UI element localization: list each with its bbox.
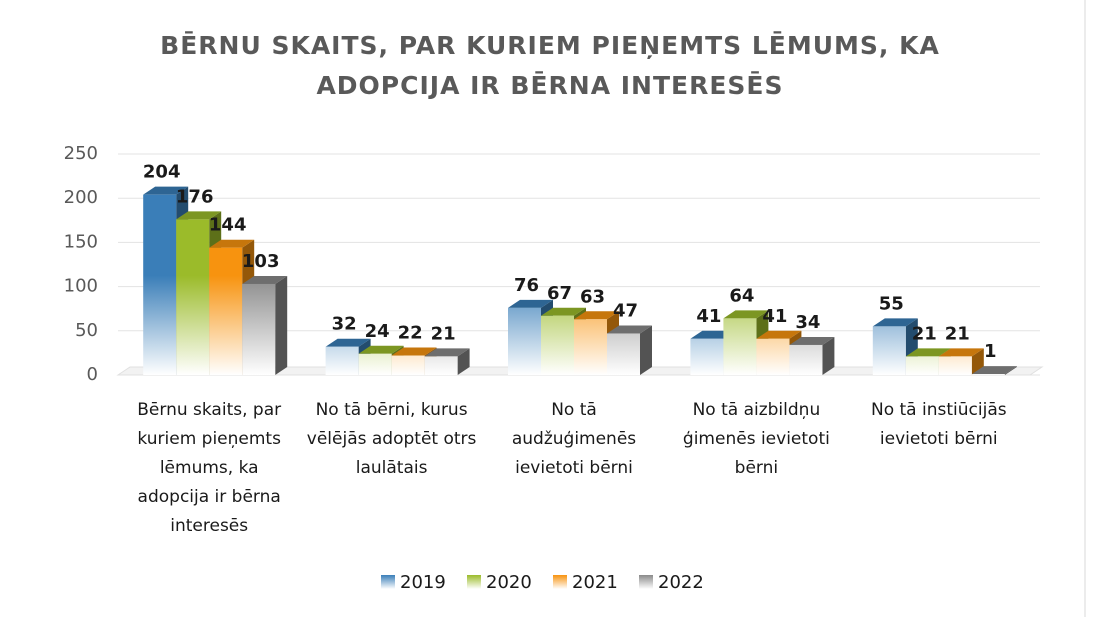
bar-top	[607, 325, 652, 334]
bar	[872, 326, 906, 375]
value-label: 63	[580, 286, 605, 307]
x-tick-label: No tā bērni, kurus vēlējās adoptēt otrs …	[306, 400, 477, 478]
value-label: 34	[795, 312, 820, 333]
bar-top	[508, 299, 553, 308]
bar-top	[872, 318, 918, 327]
bar-top	[541, 307, 586, 316]
bar-top	[574, 311, 619, 320]
bar-top	[756, 330, 802, 339]
bar	[391, 355, 425, 375]
legend-label: 2020	[486, 572, 532, 593]
bar	[723, 318, 757, 375]
value-label: 76	[514, 275, 539, 296]
bar	[143, 194, 177, 375]
bar	[574, 319, 607, 375]
bar	[789, 344, 823, 375]
value-label: 55	[879, 293, 904, 314]
bar	[756, 338, 790, 375]
bar-top	[391, 347, 437, 356]
bar	[358, 353, 392, 375]
bar-side	[275, 275, 288, 375]
value-label: 41	[762, 306, 787, 327]
bar-top	[723, 310, 769, 319]
x-tick-label: No tā instiūcijās ievietoti bērni	[871, 400, 1007, 449]
value-label: 41	[696, 306, 721, 327]
legend-label: 2021	[572, 572, 618, 593]
value-label: 22	[398, 323, 423, 344]
value-label: 24	[365, 321, 390, 342]
y-tick-label: 150	[64, 231, 98, 252]
legend-label: 2019	[400, 572, 446, 593]
bar-top	[143, 186, 189, 195]
y-tick-label: 200	[64, 187, 98, 208]
legend-label: 2022	[658, 572, 704, 593]
bar-top	[209, 239, 255, 248]
bar-top	[424, 348, 470, 357]
bar-top	[938, 348, 984, 357]
bar	[971, 374, 1005, 375]
y-tick-label: 100	[64, 276, 98, 297]
y-tick-label: 250	[64, 143, 98, 164]
bar	[690, 338, 724, 375]
bar-top	[905, 348, 951, 357]
bar-side	[822, 336, 835, 375]
bar-top	[242, 275, 288, 284]
bar	[209, 247, 243, 375]
legend-swatch	[553, 575, 567, 589]
bar-side	[457, 348, 470, 375]
legend-swatch	[381, 575, 395, 589]
bar	[607, 333, 640, 375]
value-label: 1	[984, 341, 997, 362]
value-label: 176	[176, 186, 214, 207]
bar-top	[789, 336, 835, 345]
bar	[424, 356, 458, 375]
bar-side	[640, 325, 652, 375]
bar	[508, 307, 541, 375]
y-tick-label: 0	[87, 364, 98, 385]
legend-swatch	[639, 575, 653, 589]
bar	[176, 219, 210, 375]
value-label: 32	[332, 314, 357, 335]
legend-swatch	[467, 575, 481, 589]
bar	[541, 315, 574, 375]
value-label: 21	[945, 323, 970, 344]
bar-side	[1004, 366, 1017, 375]
bar	[242, 283, 276, 375]
chart-title: BĒRNU SKAITS, PAR KURIEM PIEŅEMTS LĒMUMS…	[160, 31, 940, 100]
bar-top	[971, 366, 1017, 375]
value-label: 21	[431, 323, 456, 344]
value-label: 21	[912, 323, 937, 344]
bar	[325, 346, 359, 375]
x-tick-label: No tā audžuģimenēs ievietoti bērni	[511, 400, 637, 478]
x-tick-label: Bērnu skaits, par kuriem pieņemts lēmums…	[137, 400, 282, 536]
value-label: 144	[209, 215, 247, 236]
bar-top	[325, 338, 371, 347]
x-tick-label: No tā aizbildņu ģimenēs ievietoti bērni	[682, 400, 830, 478]
y-tick-label: 50	[75, 320, 98, 341]
bar-top	[358, 345, 404, 354]
bar	[938, 356, 972, 375]
value-label: 67	[547, 283, 572, 304]
value-label: 103	[242, 251, 280, 272]
bar	[905, 356, 939, 375]
value-label: 47	[613, 300, 638, 321]
bar-top	[176, 211, 222, 220]
value-label: 64	[729, 285, 754, 306]
value-label: 204	[143, 162, 181, 183]
